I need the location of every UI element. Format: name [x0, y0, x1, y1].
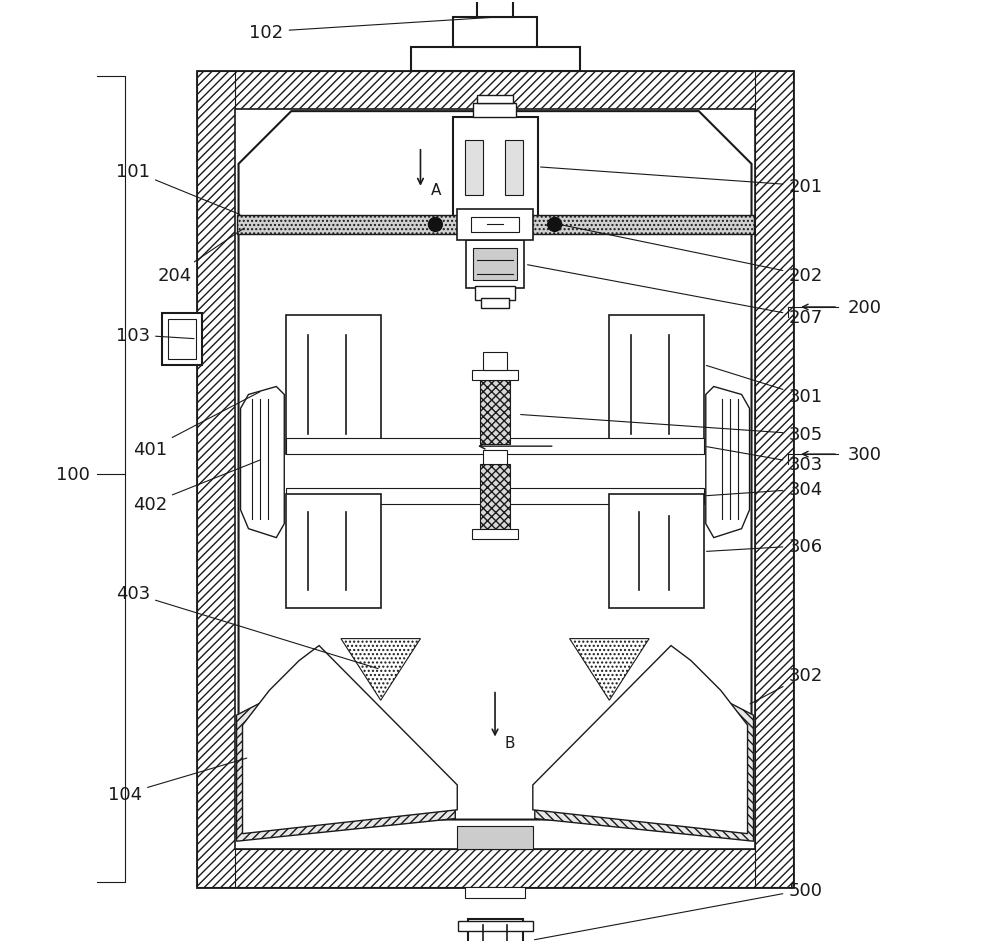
Bar: [197, 849, 793, 886]
Text: 301: 301: [706, 366, 822, 406]
Polygon shape: [706, 387, 750, 538]
Text: 303: 303: [707, 447, 823, 474]
Bar: [168, 320, 196, 360]
Bar: [453, 18, 537, 47]
Text: 200: 200: [848, 298, 882, 316]
Bar: [481, 298, 509, 309]
Bar: [466, 241, 524, 289]
Polygon shape: [237, 681, 455, 841]
Circle shape: [548, 218, 562, 232]
Bar: [457, 826, 533, 849]
Bar: [480, 380, 510, 445]
Polygon shape: [241, 387, 284, 538]
Bar: [480, 464, 510, 529]
Bar: [755, 73, 793, 886]
Bar: [475, 287, 515, 301]
Text: 402: 402: [133, 461, 260, 514]
Bar: [411, 47, 580, 73]
Text: A: A: [430, 182, 441, 197]
Bar: [458, 921, 533, 932]
Polygon shape: [570, 639, 649, 700]
Text: 102: 102: [249, 18, 500, 42]
Bar: [453, 118, 538, 217]
Polygon shape: [533, 646, 748, 834]
Text: 401: 401: [133, 393, 260, 459]
Polygon shape: [239, 112, 752, 819]
Bar: [609, 495, 704, 609]
Bar: [235, 110, 755, 849]
Bar: [237, 215, 754, 235]
Bar: [471, 217, 519, 233]
Bar: [468, 919, 523, 944]
Bar: [465, 886, 525, 899]
Text: 204: 204: [158, 228, 244, 285]
Bar: [473, 104, 516, 118]
Bar: [286, 495, 381, 609]
Bar: [286, 439, 704, 455]
Text: 104: 104: [108, 758, 247, 803]
Text: 500: 500: [535, 881, 822, 939]
Bar: [197, 73, 235, 886]
Text: 300: 300: [848, 446, 882, 464]
Bar: [473, 249, 517, 280]
Bar: [197, 73, 793, 110]
Text: 302: 302: [750, 666, 823, 704]
Bar: [477, 0, 513, 18]
Bar: [465, 141, 483, 195]
Polygon shape: [535, 681, 754, 841]
Bar: [457, 210, 533, 241]
Text: 403: 403: [116, 584, 378, 669]
Bar: [483, 352, 507, 370]
Text: 201: 201: [541, 168, 822, 195]
Bar: [609, 315, 704, 455]
Text: 207: 207: [528, 265, 823, 327]
Polygon shape: [243, 646, 457, 834]
Bar: [286, 315, 381, 455]
Bar: [483, 450, 507, 464]
Circle shape: [428, 218, 442, 232]
Bar: [472, 529, 518, 539]
Text: 306: 306: [707, 537, 822, 555]
Text: 101: 101: [116, 162, 240, 215]
Bar: [286, 488, 704, 504]
Bar: [481, 215, 509, 226]
Bar: [477, 96, 513, 104]
Text: 202: 202: [562, 226, 823, 285]
Text: 305: 305: [521, 415, 823, 444]
Text: 100: 100: [56, 465, 89, 483]
Text: 304: 304: [707, 480, 823, 498]
Text: 103: 103: [116, 327, 194, 345]
Text: B: B: [505, 735, 515, 750]
Bar: [472, 370, 518, 380]
Bar: [505, 141, 523, 195]
Bar: [162, 313, 202, 365]
Polygon shape: [341, 639, 420, 700]
Bar: [197, 73, 793, 886]
